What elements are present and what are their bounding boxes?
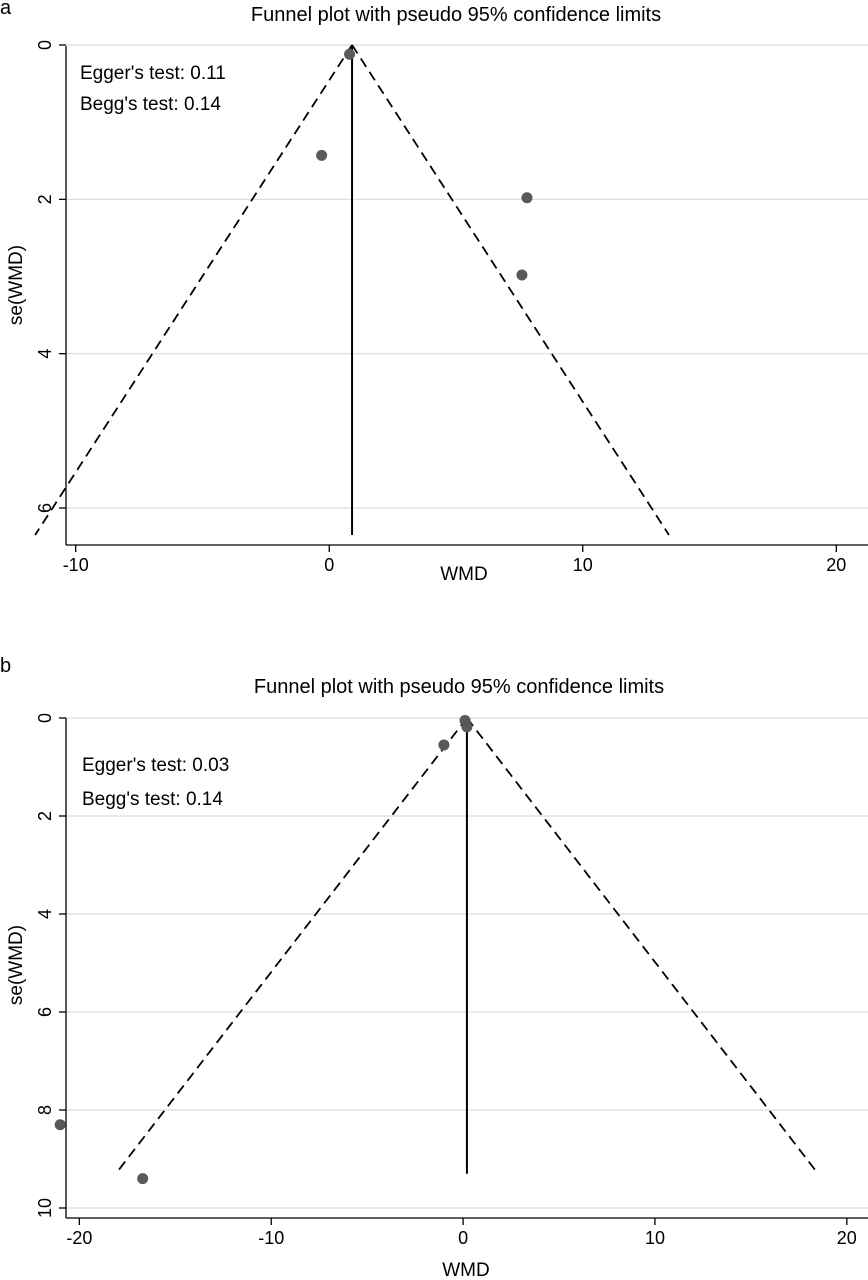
- y-tick-label: 8: [35, 1105, 55, 1115]
- ci-limit-line: [34, 44, 353, 536]
- y-tick-label: 2: [35, 194, 55, 204]
- y-tick-label: 6: [35, 1007, 55, 1017]
- eggers-test-annotation: Egger's test: 0.03: [82, 755, 229, 776]
- eggers-test-annotation: Egger's test: 0.11: [80, 63, 226, 84]
- study-point: [461, 721, 473, 733]
- panel-label: a: [0, 0, 12, 19]
- x-tick-label: 20: [826, 555, 846, 575]
- ci-limit-line: [466, 717, 819, 1175]
- x-tick-label: 10: [645, 1228, 665, 1248]
- x-tick-label: -10: [63, 555, 89, 575]
- y-tick-label: 6: [35, 503, 55, 513]
- y-tick-label: 0: [35, 713, 55, 723]
- x-tick-label: -20: [66, 1228, 92, 1248]
- study-point: [316, 149, 328, 161]
- panel-label: b: [0, 655, 11, 677]
- panel-a: a Funnel plot with pseudo 95% confidence…: [0, 0, 868, 585]
- ci-limit-line: [115, 717, 468, 1175]
- y-tick-label: 4: [35, 909, 55, 919]
- plot-a: 0 2 4 6 -10 0 10 20: [34, 40, 868, 575]
- plot-b: 0 2 4 6 8 10 -20 -10 0 10 20: [35, 713, 868, 1248]
- study-point: [137, 1173, 149, 1185]
- chart-title: Funnel plot with pseudo 95% confidence l…: [251, 4, 661, 26]
- y-tick-label: 2: [35, 811, 55, 821]
- x-axis-label: WMD: [440, 564, 487, 585]
- y-tick-label: 10: [35, 1198, 55, 1218]
- x-tick-label: 0: [324, 555, 334, 575]
- y-axis-label: se(WMD): [6, 925, 27, 1005]
- study-point: [521, 192, 533, 204]
- x-tick-label: 20: [837, 1228, 857, 1248]
- panel-b: b Funnel plot with pseudo 95% confidence…: [0, 655, 868, 1280]
- x-axis-label: WMD: [442, 1260, 489, 1280]
- y-axis-label: se(WMD): [6, 245, 27, 325]
- ci-limit-line: [351, 44, 670, 536]
- study-point: [438, 739, 450, 751]
- x-tick-label: 0: [458, 1228, 468, 1248]
- study-point: [54, 1119, 66, 1131]
- y-tick-label: 4: [35, 349, 55, 359]
- chart-title: Funnel plot with pseudo 95% confidence l…: [254, 676, 664, 698]
- x-tick-label: -10: [258, 1228, 284, 1248]
- beggs-test-annotation: Begg's test: 0.14: [82, 789, 223, 810]
- x-tick-label: 10: [573, 555, 593, 575]
- study-point: [344, 48, 356, 60]
- y-tick-label: 0: [35, 40, 55, 50]
- study-point: [516, 269, 528, 281]
- beggs-test-annotation: Begg's test: 0.14: [80, 94, 221, 115]
